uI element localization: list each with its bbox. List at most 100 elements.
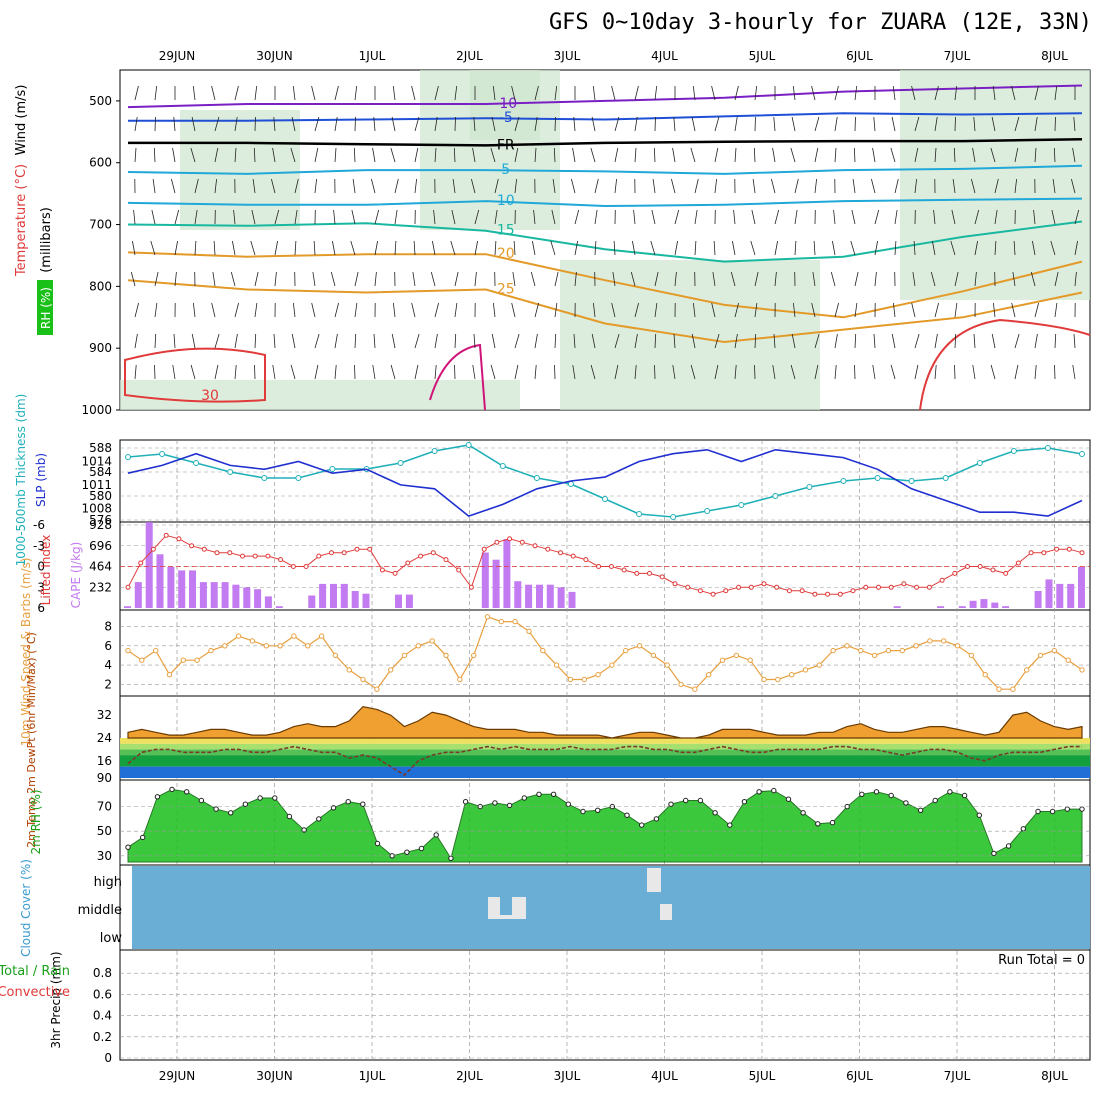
ytick-li: -6 [33,518,45,532]
wind-barb [290,147,296,163]
rh-point [433,832,439,838]
wind-barb [274,271,277,287]
cape-bar [178,570,186,608]
li-point [418,553,424,559]
cape-bar [980,599,988,608]
wind-barb [634,333,638,349]
wind-barb [471,178,476,194]
wind-barb [934,302,939,318]
li-point [825,591,831,597]
wind-barb [911,302,916,318]
wind-barb [734,85,739,101]
cape-bar [1002,606,1010,608]
wind-barb [614,116,620,132]
wind-barb [433,209,436,225]
cape-bar [243,587,251,608]
wind-barb [1014,147,1019,163]
wind-barb [730,271,736,287]
cape-bar [481,552,489,608]
wind-barb [151,209,156,225]
rh-point [785,796,792,802]
wind-barb [454,333,457,349]
wind-barb [134,302,139,318]
li-point [799,588,805,594]
rh-point [800,810,806,816]
thickness-point [670,514,677,520]
cape-bar [156,554,164,608]
thickness-point [602,496,608,502]
wind-barb [811,85,816,101]
cape-bar [199,582,207,608]
wind-barb [994,178,999,194]
wind-point [443,652,449,659]
wind-barb [694,209,698,225]
wind-barb [273,116,276,132]
isotherm-line [127,251,1083,319]
wind-barb [473,116,476,132]
wind-barb [1071,178,1076,194]
wind-barb [354,364,356,380]
li-point [138,560,144,566]
wind-barb [830,271,836,287]
wind-barb [1014,333,1020,349]
wind-barb [554,116,556,132]
wind-barb [273,333,276,349]
wind-point [706,672,712,678]
wind-barb [271,178,276,194]
wind-barb [1054,333,1057,349]
wind-point [858,647,864,654]
thickness-point [567,481,574,487]
wind-barb [534,364,537,380]
wind-point [401,652,408,659]
cloud-cell [647,868,661,892]
wind-barb [474,209,480,225]
wind-barb [191,333,196,349]
wind-barb [1033,209,1036,225]
thickness-point [125,454,131,460]
cape-bar [492,559,500,608]
wind-barb [734,364,737,380]
thickness-point [227,469,234,475]
date-label-bottom: 29JUN [159,1069,196,1083]
ytick-upper-air: 500 [89,94,112,108]
wind-barb [990,364,996,380]
wind-barb [734,333,738,349]
thickness-point [806,484,813,490]
li-point [1003,570,1009,576]
wind-barb [494,240,497,256]
isotherm-label: 25 [497,281,515,297]
wind-barb [254,364,256,380]
wind-barb [754,85,758,101]
li-point [545,546,551,552]
wind-barb [454,302,458,318]
ylabel-rh: RH (%) [39,287,53,329]
wind-barb [1014,178,1017,194]
wind-barb [493,302,496,318]
ytick-slp: 1014 [81,455,112,469]
rh-point [286,813,293,820]
wind-point [291,633,297,639]
wind-barb [814,364,819,380]
wind-barb [313,240,316,256]
wind-barb [533,209,536,225]
wind-point [844,643,850,649]
wind-point [623,647,629,654]
wind-barb [914,147,919,163]
wind-barb [992,85,996,101]
wind-barb [432,240,436,256]
wind-barb [773,116,776,132]
wind-point [498,618,504,625]
wind-barb [614,147,619,163]
cape-bar [134,582,142,608]
ylabel-cape: CAPE (J/kg) [69,542,83,609]
wind-barb [734,116,738,132]
rh-point [521,795,527,801]
legend-total-rain: Total / Rain [0,964,70,979]
wind-point [263,643,269,649]
ylabel-upper-air: (millibars) [39,207,54,273]
wind-barb [514,333,520,349]
wind-point [692,686,698,692]
wind-barb [694,178,699,194]
wind-barb [914,178,917,194]
isotherm-label: 30 [201,388,219,404]
